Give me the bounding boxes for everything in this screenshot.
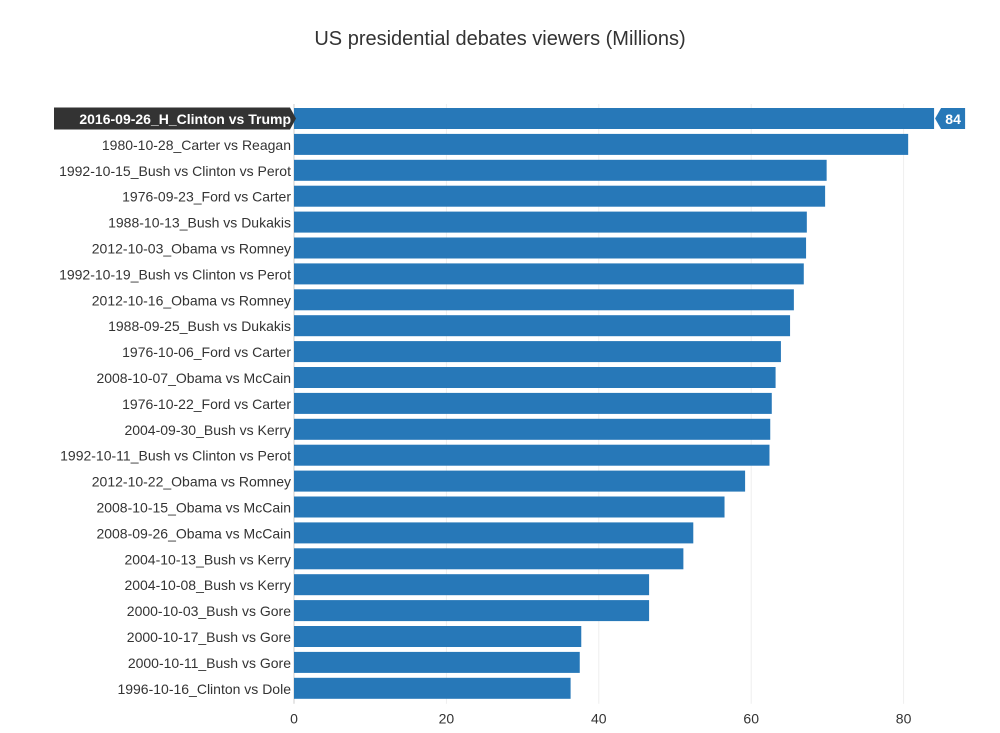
bar[interactable]	[294, 470, 746, 492]
x-tick-label: 40	[591, 711, 607, 727]
bar[interactable]	[294, 108, 935, 129]
category-label: 1996-10-16_Clinton vs Dole	[117, 681, 291, 697]
category-label: 1976-10-22_Ford vs Carter	[122, 396, 291, 412]
category-label: 2008-09-26_Obama vs McCain	[96, 525, 291, 541]
category-label: 2008-10-07_Obama vs McCain	[96, 370, 291, 386]
category-label: 1992-10-19_Bush vs Clinton vs Perot	[59, 266, 291, 282]
bar[interactable]	[294, 496, 725, 518]
bar[interactable]	[294, 626, 582, 647]
bar[interactable]	[294, 418, 771, 440]
category-label: 2008-10-15_Obama vs McCain	[96, 500, 291, 516]
category-labels: 2016-09-26_H_Clinton vs Trump 1980-10-28_…	[54, 107, 296, 697]
category-label: 2012-10-22_Obama vs Romney	[92, 474, 291, 490]
x-tick-label: 0	[290, 711, 298, 727]
bar[interactable]	[294, 263, 804, 285]
bar[interactable]	[294, 185, 826, 207]
category-label: 1988-10-13_Bush vs Dukakis	[108, 215, 291, 231]
bar[interactable]	[294, 651, 580, 673]
category-label: 2000-10-03_Bush vs Gore	[127, 603, 291, 619]
category-label: 1976-10-06_Ford vs Carter	[122, 344, 291, 360]
bars	[294, 108, 935, 699]
bar[interactable]	[294, 159, 827, 181]
highlight-label-box	[54, 107, 296, 130]
bar[interactable]	[294, 522, 694, 544]
bar[interactable]	[294, 341, 781, 363]
bar[interactable]	[294, 444, 770, 466]
category-label: 1992-10-15_Bush vs Clinton vs Perot	[59, 163, 291, 179]
bar[interactable]	[294, 548, 684, 570]
bar[interactable]	[294, 315, 791, 337]
x-tick-label: 60	[743, 711, 759, 727]
category-label: 1992-10-11_Bush vs Clinton vs Perot	[60, 448, 291, 464]
chart-title: US presidential debates viewers (Million…	[314, 28, 686, 50]
category-label: 1980-10-28_Carter vs Reagan	[102, 137, 291, 153]
bar[interactable]	[294, 211, 807, 233]
category-label: 2004-09-30_Bush vs Kerry	[124, 422, 291, 438]
bar[interactable]	[294, 289, 794, 311]
category-label: 2000-10-17_Bush vs Gore	[127, 629, 291, 645]
bar[interactable]	[294, 133, 909, 155]
category-label: 2016-09-26_H_Clinton vs Trump	[79, 111, 291, 127]
category-label: 2004-10-13_Bush vs Kerry	[124, 551, 291, 567]
data-label: 84	[945, 111, 961, 127]
category-label: 2012-10-03_Obama vs Romney	[92, 241, 291, 257]
x-tick-label: 80	[896, 711, 912, 727]
category-label: 1976-09-23_Ford vs Carter	[122, 189, 291, 205]
x-axis-ticks: 0 20 40 60 80	[290, 711, 911, 727]
category-label: 2000-10-11_Bush vs Gore	[128, 655, 291, 671]
x-tick-label: 20	[439, 711, 455, 727]
callout-box	[935, 108, 966, 129]
value-callout: 84	[935, 108, 966, 129]
bar[interactable]	[294, 677, 571, 699]
bar[interactable]	[294, 392, 772, 414]
bar[interactable]	[294, 574, 650, 596]
bar[interactable]	[294, 237, 807, 259]
category-label: 1988-09-25_Bush vs Dukakis	[108, 318, 291, 334]
category-label: 2012-10-16_Obama vs Romney	[92, 292, 291, 308]
bar[interactable]	[294, 367, 776, 388]
category-label: 2004-10-08_Bush vs Kerry	[124, 577, 291, 593]
bar[interactable]	[294, 600, 650, 622]
